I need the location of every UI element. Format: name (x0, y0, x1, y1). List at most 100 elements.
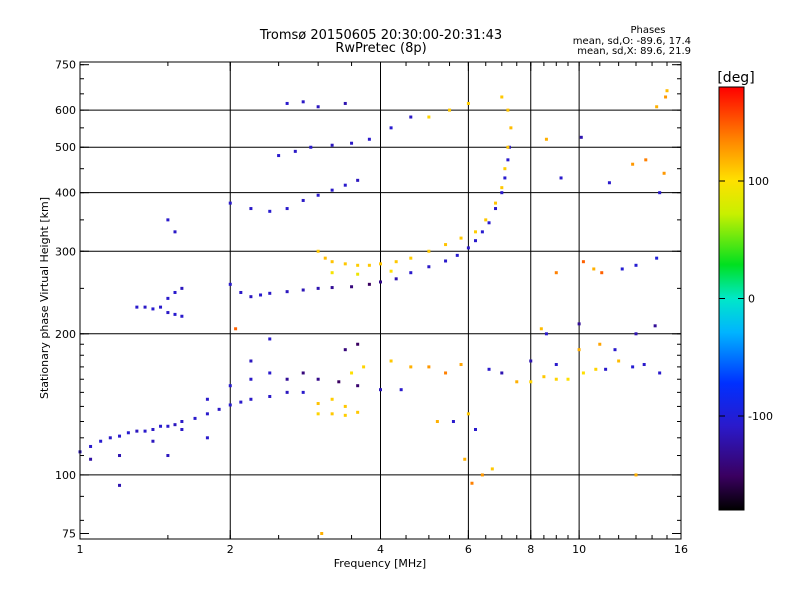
data-point (658, 191, 662, 195)
data-point (394, 277, 398, 281)
data-point (613, 348, 617, 352)
data-point (506, 108, 510, 112)
data-point (577, 322, 581, 326)
data-point (205, 436, 209, 440)
data-point (166, 296, 170, 300)
data-point (166, 454, 170, 458)
x-tick-label: 4 (377, 543, 384, 556)
data-point (362, 365, 366, 369)
data-point (118, 454, 122, 458)
data-point (135, 429, 139, 433)
data-point (379, 388, 382, 392)
data-point (330, 188, 334, 192)
data-point (509, 126, 513, 130)
y-tick-labels: 75 100 200 300 400 500 600 750 (55, 59, 76, 541)
data-point (316, 193, 320, 197)
data-point (89, 444, 93, 448)
data-point (444, 243, 448, 247)
data-point (285, 390, 289, 394)
x-tick-label: 16 (674, 543, 688, 556)
data-point (330, 412, 334, 416)
data-point (301, 371, 305, 375)
data-point (607, 181, 611, 185)
data-point (239, 290, 243, 294)
data-point (473, 230, 477, 234)
data-point (316, 377, 320, 381)
data-point (356, 384, 360, 388)
x-tick-label: 8 (527, 543, 534, 556)
data-point (463, 457, 467, 461)
data-point (159, 305, 163, 309)
data-point (379, 280, 382, 284)
data-point (180, 314, 184, 318)
phase-stats-x: mean, sd,X: 89.6, 21.9 (577, 46, 691, 57)
phase-stats-o: mean, sd,O: -89.6, 17.4 (573, 36, 691, 47)
data-point (487, 367, 491, 371)
data-point (409, 256, 413, 260)
data-point (108, 436, 112, 440)
data-point (631, 365, 635, 369)
data-point (367, 282, 371, 286)
data-point (228, 403, 232, 407)
data-point (634, 473, 638, 477)
data-point (466, 412, 470, 416)
data-point (379, 262, 382, 266)
data-point (506, 145, 510, 149)
data-point (367, 137, 371, 141)
plot-area (78, 61, 682, 540)
data-point (118, 434, 122, 438)
data-point (500, 191, 504, 195)
data-point (634, 332, 638, 336)
data-point (604, 367, 608, 371)
data-point (444, 259, 448, 263)
data-point (409, 365, 413, 369)
data-point (662, 171, 666, 175)
data-point (350, 285, 354, 289)
data-point (455, 253, 459, 257)
data-point (427, 265, 431, 269)
data-point (554, 377, 558, 381)
data-point (554, 363, 558, 367)
data-point (389, 269, 393, 273)
data-point (427, 365, 431, 369)
data-point (500, 371, 504, 375)
y-tick-label: 100 (55, 469, 76, 482)
data-point (399, 388, 403, 392)
x-tick-label: 2 (227, 543, 234, 556)
data-point (301, 198, 305, 202)
data-point (473, 427, 477, 431)
data-point (249, 207, 253, 211)
data-point (644, 158, 648, 162)
data-point (598, 342, 602, 346)
data-point (268, 337, 272, 341)
data-point (480, 473, 484, 477)
data-point (99, 439, 103, 443)
data-point (285, 290, 289, 294)
gridlines (80, 62, 681, 539)
data-point (268, 209, 272, 213)
data-point (356, 178, 360, 182)
data-point (173, 423, 177, 427)
data-point (249, 397, 253, 401)
data-point (544, 137, 548, 141)
data-point (542, 375, 546, 379)
data-point (173, 230, 177, 234)
data-point (343, 262, 347, 266)
data-point (151, 307, 155, 311)
data-point (343, 183, 347, 187)
data-point (239, 400, 243, 404)
data-point (592, 267, 596, 271)
data-point (330, 286, 334, 290)
y-tick-label: 600 (55, 104, 76, 117)
data-point (529, 380, 533, 384)
data-point (323, 256, 327, 260)
data-point (350, 141, 354, 145)
colorbar-tick-label: 100 (748, 175, 769, 188)
y-tick-label: 75 (62, 527, 76, 540)
data-point (173, 290, 177, 294)
data-point (126, 431, 130, 435)
data-point (470, 481, 474, 485)
data-point (301, 288, 305, 292)
data-point (356, 263, 360, 267)
